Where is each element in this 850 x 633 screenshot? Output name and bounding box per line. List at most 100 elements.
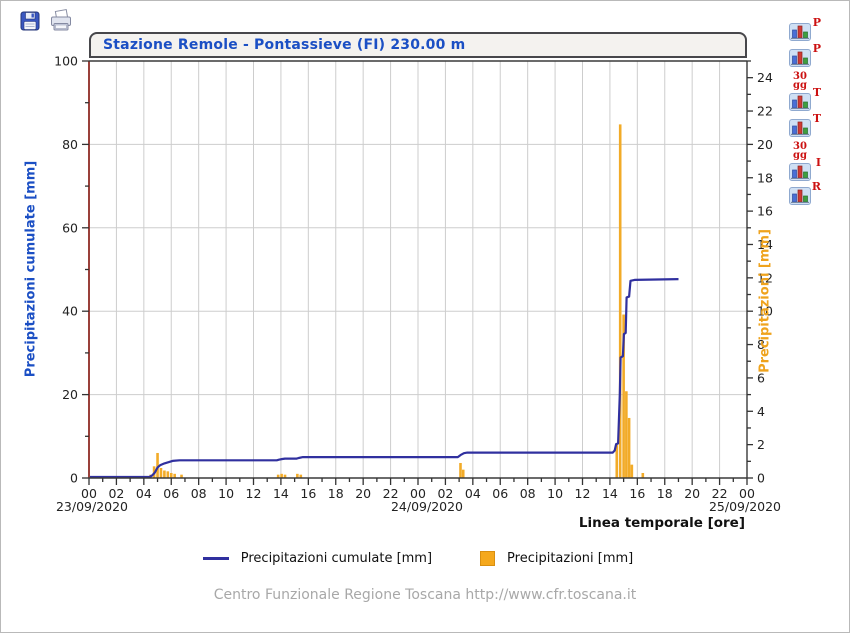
right-tick-label: 24 (757, 70, 773, 85)
cumulative-line (89, 278, 679, 479)
right-tick-label: 8 (757, 337, 765, 352)
precipitation-bar (630, 464, 634, 478)
precipitation-bar (180, 474, 183, 478)
x-tick-label: 04 (465, 486, 481, 501)
right-tick-label: 10 (757, 304, 773, 319)
floppy-disk-glyph (20, 11, 40, 31)
x-tick-label: 08 (520, 486, 536, 501)
x-tick-label: 18 (657, 486, 673, 501)
right-tick-label: 14 (757, 237, 773, 252)
precipitation-bar (459, 462, 462, 478)
chart-type-button-T[interactable]: T (789, 86, 823, 115)
button-letter: P (812, 42, 821, 55)
right-tick-label: 4 (757, 404, 765, 419)
left-tick-label: 0 (70, 471, 78, 486)
chart-title-bar: Stazione Remole - Pontassieve (FI) 230.0… (89, 32, 747, 58)
right-tick-label: 6 (757, 370, 765, 385)
precipitation-bar-swatch (480, 551, 496, 566)
precipitation-bar (625, 391, 628, 478)
x-tick-label: 20 (355, 486, 371, 501)
mini-barchart-icon (789, 49, 811, 67)
footer-credit: Centro Funzionale Regione Toscana http:/… (213, 587, 637, 603)
precipitation-bar (280, 473, 283, 478)
x-tick-label: 20 (684, 486, 700, 501)
print-icon[interactable] (48, 9, 72, 33)
x-tick-label: 04 (136, 486, 152, 501)
legend-label-precipitation: Precipitazioni [mm] (507, 551, 634, 566)
chart-type-button-P[interactable]: P (789, 16, 823, 45)
x-axis-title: Linea temporale [ore] (578, 515, 745, 531)
precipitation-bar (627, 417, 631, 478)
legend-item-precipitation: Precipitazioni [mm] (480, 551, 633, 566)
button-sub-label: 30 gg (793, 141, 807, 161)
button-letter: I (815, 156, 821, 169)
x-tick-label: 08 (191, 486, 207, 501)
legend: Precipitazioni cumulate [mm] Precipitazi… (89, 551, 747, 566)
right-tick-label: 12 (757, 270, 773, 285)
precipitation-bar (166, 471, 170, 478)
date-label-middle: 24/09/2020 (390, 499, 464, 514)
precipitation-bar (169, 472, 173, 478)
right-tick-label: 18 (757, 170, 773, 185)
precipitation-bar (296, 473, 299, 478)
save-icon[interactable] (18, 9, 42, 33)
precipitation-bar (276, 474, 280, 478)
precipitation-bar (461, 469, 465, 478)
x-tick-label: 06 (492, 486, 508, 501)
chart-type-button-I[interactable]: I (789, 156, 823, 185)
x-tick-label: 16 (300, 486, 316, 501)
date-label-start: 23/09/2020 (55, 499, 129, 514)
button-letter: T (812, 112, 821, 125)
station-title: Stazione Remole - Pontassieve (FI) 230.0… (103, 37, 466, 53)
precipitation-bar (283, 474, 287, 478)
left-tick-label: 80 (62, 137, 78, 152)
chart-type-button-T-30gg[interactable]: T 30 gg (789, 112, 823, 161)
right-tick-label: 0 (757, 471, 765, 486)
x-tick-label: 12 (575, 486, 591, 501)
x-tick-label: 06 (163, 486, 179, 501)
precipitation-bar (618, 124, 622, 478)
button-letter: P (812, 16, 821, 29)
button-sub-label: 30 gg (793, 71, 807, 91)
precipitation-bar (159, 467, 163, 478)
x-tick-label: 00 (739, 486, 755, 501)
chart-type-button-P-30gg[interactable]: P 30 gg (789, 42, 823, 91)
right-tick-label: 2 (757, 437, 765, 452)
precipitation-bar (173, 473, 176, 478)
precipitation-chart: 00 02 04 06 08 10 12 14 16 18 20 22 00 02 04 06 08 10 12 14… (54, 54, 773, 502)
x-tick-label: 14 (273, 486, 289, 501)
x-tick-label: 00 (81, 486, 97, 501)
precipitation-bar (299, 474, 303, 478)
mini-barchart-icon (789, 23, 811, 41)
printer-glyph (51, 9, 71, 31)
mini-barchart-icon (789, 119, 811, 137)
x-tick-label: 16 (629, 486, 645, 501)
mini-barchart-icon (789, 163, 811, 181)
right-tick-label: 22 (757, 104, 773, 119)
right-tick-label: 20 (757, 137, 773, 152)
legend-item-cumulative: Precipitazioni cumulate [mm] (202, 551, 433, 566)
chart-type-button-R[interactable]: R (789, 180, 823, 209)
x-tick-label: 10 (547, 486, 563, 501)
x-tick-label: 22 (383, 486, 399, 501)
right-tick-label: 16 (757, 204, 773, 219)
legend-label-cumulative: Precipitazioni cumulate [mm] (240, 551, 433, 566)
right-axis-label: Precipitazioni [mm] (757, 229, 773, 373)
x-tick-label: 14 (602, 486, 618, 501)
x-tick-label: 02 (108, 486, 124, 501)
x-tick-label: 18 (328, 486, 344, 501)
left-tick-label: 60 (62, 220, 78, 235)
x-tick-label: 00 (410, 486, 426, 501)
precipitation-bar (622, 314, 625, 478)
precipitation-bar (615, 444, 619, 478)
x-tick-label: 02 (437, 486, 453, 501)
left-tick-label: 40 (62, 304, 78, 319)
mini-barchart-icon (789, 93, 811, 111)
x-tick-label: 12 (246, 486, 262, 501)
button-letter: R (811, 180, 821, 193)
left-axis-label: Precipitazioni cumulate [mm] (23, 160, 39, 378)
cumulative-line-swatch (202, 557, 229, 560)
left-tick-label: 100 (54, 54, 78, 69)
date-label-end: 25/09/2020 (708, 499, 782, 514)
